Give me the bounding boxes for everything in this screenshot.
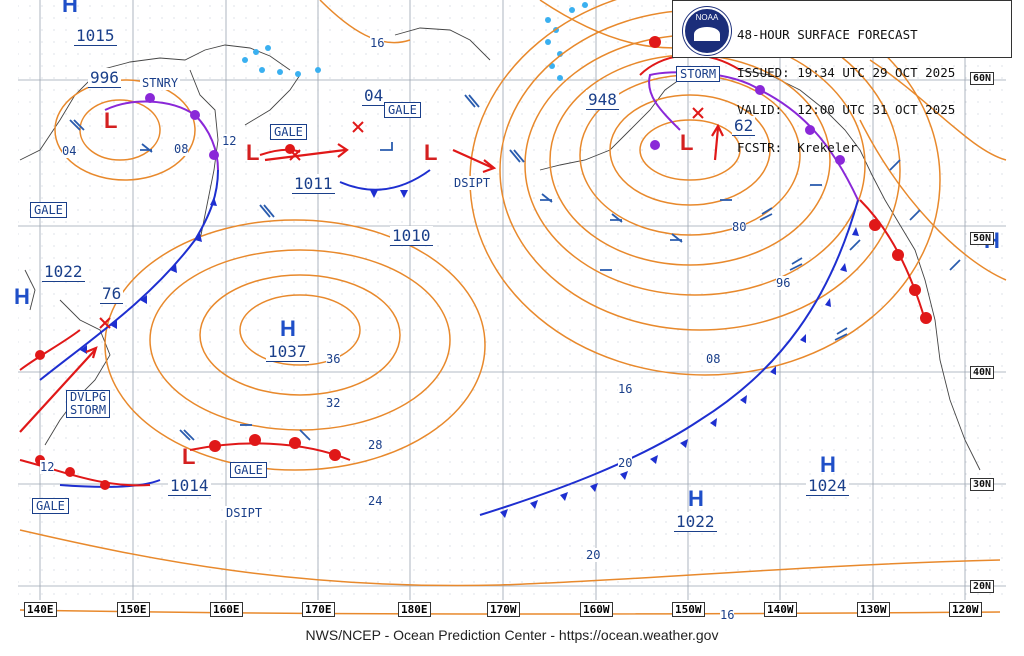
low-center-label: L [246, 140, 260, 165]
longitude-label: 180E [398, 602, 431, 617]
high-pressure-value: 1024 [806, 476, 849, 496]
pressure-box: 1010 [390, 226, 433, 246]
isobar-label: 20 [586, 548, 601, 562]
developing-storm-line1: DVLPG [70, 390, 107, 404]
gale-warning: GALE [230, 462, 267, 478]
latitude-label: 40N [970, 366, 995, 379]
high-center-label: H [280, 316, 296, 341]
gale-warning: GALE [30, 202, 67, 218]
stationary-front-dots [242, 2, 588, 81]
wind-barbs [69, 94, 961, 441]
low-pressure-value: 996 [88, 68, 121, 88]
latitude-label: 30N [970, 478, 995, 491]
developing-storm-line2: STORM [70, 403, 107, 417]
footer-credit: NWS/NCEP - Ocean Prediction Center - htt… [305, 627, 719, 643]
pressure-box: 1015 [74, 26, 117, 46]
longitude-label: 160W [580, 602, 613, 617]
dissipating-label: DSIPT [224, 506, 265, 520]
isobar-label: 12 [40, 460, 55, 474]
dot-grid [18, 0, 1006, 602]
low-pressure-value: 1011 [292, 174, 335, 194]
longitude-label: 140W [764, 602, 797, 617]
low-pressure-value: 04 [362, 86, 386, 106]
low-center-label: L [680, 130, 694, 155]
isobar-label: 20 [618, 456, 633, 470]
high-center-label: H [62, 0, 78, 17]
warm-front-semicircles [35, 36, 932, 490]
longitude-label: 170E [302, 602, 335, 617]
isobar-label: 16 [720, 608, 735, 622]
longitude-label: 170W [487, 602, 520, 617]
header-title: 48-HOUR SURFACE FORECAST [737, 27, 918, 42]
storm-warning: STORM [676, 66, 721, 82]
longitude-label: 150W [672, 602, 705, 617]
longitude-label: 130W [857, 602, 890, 617]
latitude-label: 20N [970, 580, 995, 593]
gale-warning: GALE [384, 102, 421, 118]
high-center-label: H [14, 284, 30, 309]
longitude-label: 140E [24, 602, 57, 617]
high-pressure-value: 1022 [674, 512, 717, 532]
latitude-label: 50N [970, 232, 995, 245]
longitude-label: 160E [210, 602, 243, 617]
developing-storm-warning: DVLPG STORM [66, 390, 111, 418]
high-center-label: H [688, 486, 704, 511]
isobar-label: 24 [368, 494, 383, 508]
noaa-bird-icon [694, 27, 720, 41]
low-pressure-value: 948 [586, 90, 619, 110]
isobar-label: 16 [618, 382, 633, 396]
longitude-label: 150E [117, 602, 150, 617]
header-valid: VALID: 12:00 UTC 31 OCT 2025 [737, 102, 956, 117]
isobar-label: 80 [732, 220, 747, 234]
high-pressure-value: 1037 [266, 342, 309, 362]
low-center-label: L [104, 108, 118, 133]
high-center-label: H [820, 452, 836, 477]
x-marks [99, 107, 704, 329]
header-forecaster: FCSTR: Krekeler [737, 139, 858, 155]
longitude-axis: 140E 150E 160E 170E 180E 170W 160W 150W … [0, 602, 1006, 620]
occluded-front-marks [145, 85, 845, 165]
header-issued: ISSUED: 19:34 UTC 29 OCT 2025 [737, 64, 956, 80]
gale-warning: GALE [32, 498, 69, 514]
isobar-label: 96 [776, 276, 791, 290]
isobar-label: 28 [368, 438, 383, 452]
noaa-logo-text: NOAA [695, 13, 719, 22]
longitude-label: 120W [949, 602, 982, 617]
stationary-label: STNRY [140, 76, 181, 90]
isobar-label: 16 [370, 36, 385, 50]
dissipating-label: DSIPT [452, 176, 493, 190]
low-center-label: L [424, 140, 438, 165]
low-pressure-value: 1014 [168, 476, 211, 496]
low-center-label: L [182, 444, 196, 469]
noaa-logo: NOAA [683, 7, 731, 55]
isobar-label: 04 [62, 144, 77, 158]
storm-track-arrows [19, 123, 724, 433]
latitude-label: 60N [970, 72, 995, 85]
pressure-box: 76 [100, 284, 124, 304]
isobar-label: 08 [174, 142, 189, 156]
pressure-box: 62 [732, 116, 756, 136]
isobar-label: 32 [326, 396, 341, 410]
pressure-box: 1022 [42, 262, 85, 282]
gale-warning: GALE [270, 124, 307, 140]
cold-front-triangles [80, 190, 859, 518]
isobar-label: 08 [706, 352, 721, 366]
isobar-label: 36 [326, 352, 341, 366]
isobar-label: 12 [222, 134, 237, 148]
header-box: NOAA 48-HOUR SURFACE FORECAST ISSUED: 19… [672, 0, 1012, 153]
